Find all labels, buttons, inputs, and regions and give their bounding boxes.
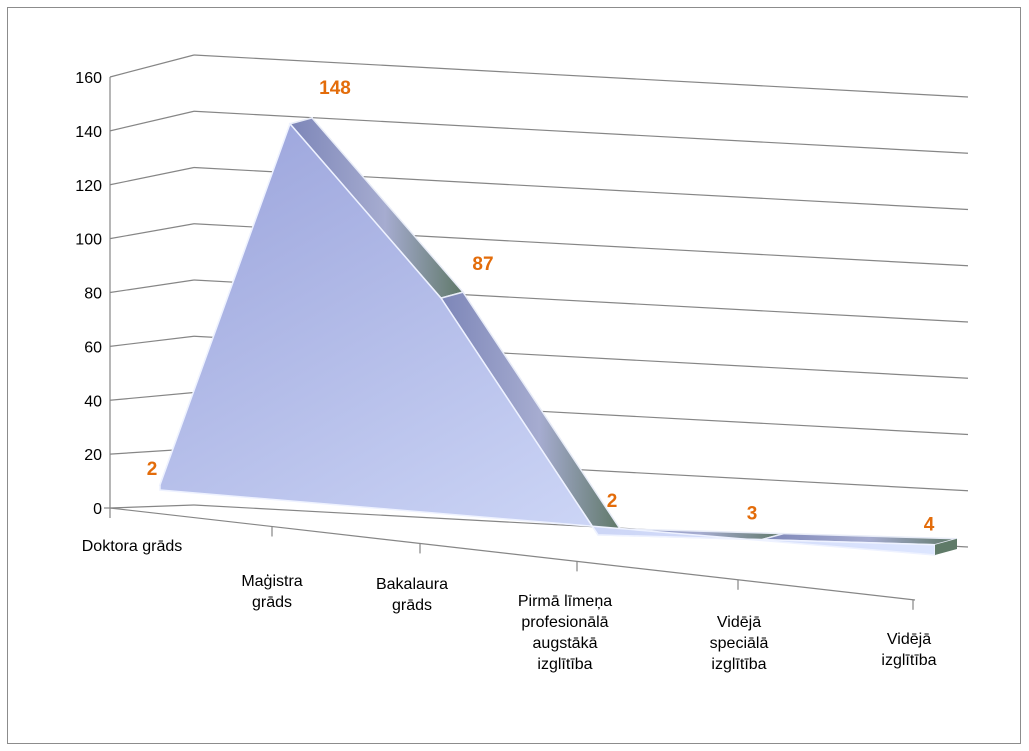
data-label: 3 bbox=[747, 504, 758, 525]
side-gridline bbox=[109, 223, 195, 240]
category-label-line: Vidējā bbox=[887, 631, 931, 648]
category-label-line: speciālā bbox=[710, 635, 769, 652]
category-label: Bakalaura grāds bbox=[376, 576, 448, 614]
side-gridline bbox=[109, 54, 195, 78]
category-label: Maģistra grāds bbox=[241, 572, 302, 611]
y-tick-label: 160 bbox=[75, 70, 102, 87]
y-tick-label: 120 bbox=[75, 178, 102, 195]
y-tick-label: 40 bbox=[84, 393, 102, 410]
side-gridline bbox=[109, 110, 195, 132]
side-gridline bbox=[109, 279, 195, 294]
side-gridline bbox=[109, 504, 195, 509]
category-label: Doktora grāds bbox=[82, 538, 183, 555]
axis-layer: 0 20 40 60 80 100 120 140 160 Doktora grāds Maģist… bbox=[75, 70, 936, 673]
y-tick-label: 0 bbox=[93, 501, 102, 518]
side-gridline bbox=[109, 166, 195, 186]
category-label-line: grāds bbox=[392, 597, 432, 614]
data-label: 87 bbox=[472, 254, 493, 275]
series-end-face bbox=[935, 538, 957, 555]
category-label-line: augstākā bbox=[533, 635, 598, 652]
category-label-line: izglītība bbox=[711, 656, 766, 673]
y-tick-label: 20 bbox=[84, 447, 102, 464]
category-label: Vidējā speciālā izglītība bbox=[710, 614, 769, 673]
category-label-line: izglītība bbox=[881, 652, 936, 669]
y-tick-label: 60 bbox=[84, 339, 102, 356]
data-label: 2 bbox=[607, 491, 618, 512]
category-label: Pirmā līmeņa profesionālā augstākā izglītīb… bbox=[518, 593, 612, 673]
category-label-line: Doktora grāds bbox=[82, 538, 183, 555]
data-label: 4 bbox=[924, 515, 935, 536]
category-label-line: profesionālā bbox=[521, 614, 608, 631]
label-layer: 2 148 87 2 3 4 bbox=[147, 78, 935, 536]
side-gridline bbox=[109, 391, 195, 401]
series-front-face bbox=[159, 122, 936, 556]
category-label-line: izglītība bbox=[537, 656, 592, 673]
y-tick-label: 80 bbox=[84, 286, 102, 303]
y-tick-label: 100 bbox=[75, 232, 102, 249]
category-label-line: grāds bbox=[252, 594, 292, 611]
data-label: 148 bbox=[319, 78, 351, 99]
category-label-line: Pirmā līmeņa bbox=[518, 593, 612, 610]
y-tick-label: 140 bbox=[75, 124, 102, 141]
series-layer bbox=[158, 116, 958, 556]
x-axis-line bbox=[109, 507, 916, 601]
category-label-line: Vidējā bbox=[717, 614, 761, 631]
gridline bbox=[193, 110, 969, 154]
category-label-line: Bakalaura bbox=[376, 576, 448, 593]
gridline bbox=[193, 54, 969, 98]
side-gridline bbox=[109, 335, 195, 347]
category-label: Vidējā izglītība bbox=[881, 631, 936, 669]
category-label-line: Maģistra bbox=[241, 572, 302, 590]
data-label: 2 bbox=[147, 459, 158, 480]
